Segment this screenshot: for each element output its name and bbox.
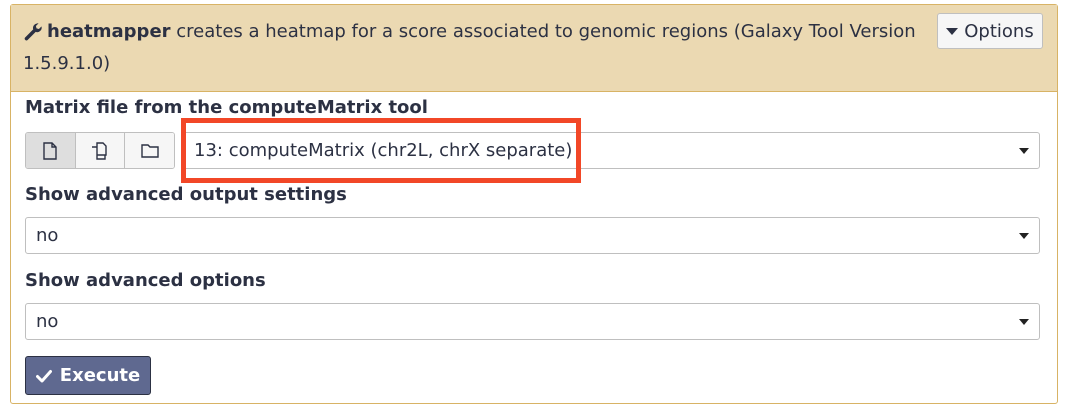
caret-down-icon bbox=[946, 27, 959, 35]
multiple-datasets-button[interactable] bbox=[75, 133, 126, 168]
caret-down-icon bbox=[1019, 233, 1029, 239]
tool-title: heatmapper creates a heatmap for a score… bbox=[23, 16, 923, 80]
matrix-file-select[interactable]: 13: computeMatrix (chr2L, chrX separate) bbox=[183, 132, 1040, 169]
tool-form-panel: heatmapper creates a heatmap for a score… bbox=[10, 4, 1058, 404]
matrix-file-label: Matrix file from the computeMatrix tool bbox=[25, 97, 428, 118]
single-dataset-button[interactable] bbox=[26, 133, 76, 168]
files-icon bbox=[92, 141, 107, 160]
advanced-options-label: Show advanced options bbox=[25, 270, 266, 291]
highlight-box bbox=[181, 118, 581, 183]
tool-description: creates a heatmap for a score associated… bbox=[23, 21, 916, 74]
file-icon bbox=[43, 141, 58, 160]
advanced-output-select[interactable]: no bbox=[25, 217, 1040, 254]
options-button[interactable]: Options bbox=[937, 13, 1043, 49]
options-label: Options bbox=[964, 20, 1034, 42]
execute-label: Execute bbox=[59, 365, 141, 386]
matrix-file-value: 13: computeMatrix (chr2L, chrX separate) bbox=[194, 140, 573, 161]
input-mode-group bbox=[25, 132, 175, 169]
advanced-options-value: no bbox=[36, 311, 59, 332]
folder-icon bbox=[140, 143, 159, 158]
wrench-icon bbox=[24, 23, 42, 41]
checkmark-icon bbox=[35, 369, 52, 382]
tool-header: heatmapper creates a heatmap for a score… bbox=[11, 5, 1057, 92]
caret-down-icon bbox=[1019, 319, 1029, 325]
advanced-options-select[interactable]: no bbox=[25, 303, 1040, 340]
execute-button[interactable]: Execute bbox=[25, 356, 151, 395]
tool-name: heatmapper bbox=[47, 21, 171, 42]
caret-down-icon bbox=[1019, 148, 1029, 154]
advanced-output-value: no bbox=[36, 225, 59, 246]
advanced-output-label: Show advanced output settings bbox=[25, 184, 347, 205]
collection-button[interactable] bbox=[125, 133, 174, 168]
